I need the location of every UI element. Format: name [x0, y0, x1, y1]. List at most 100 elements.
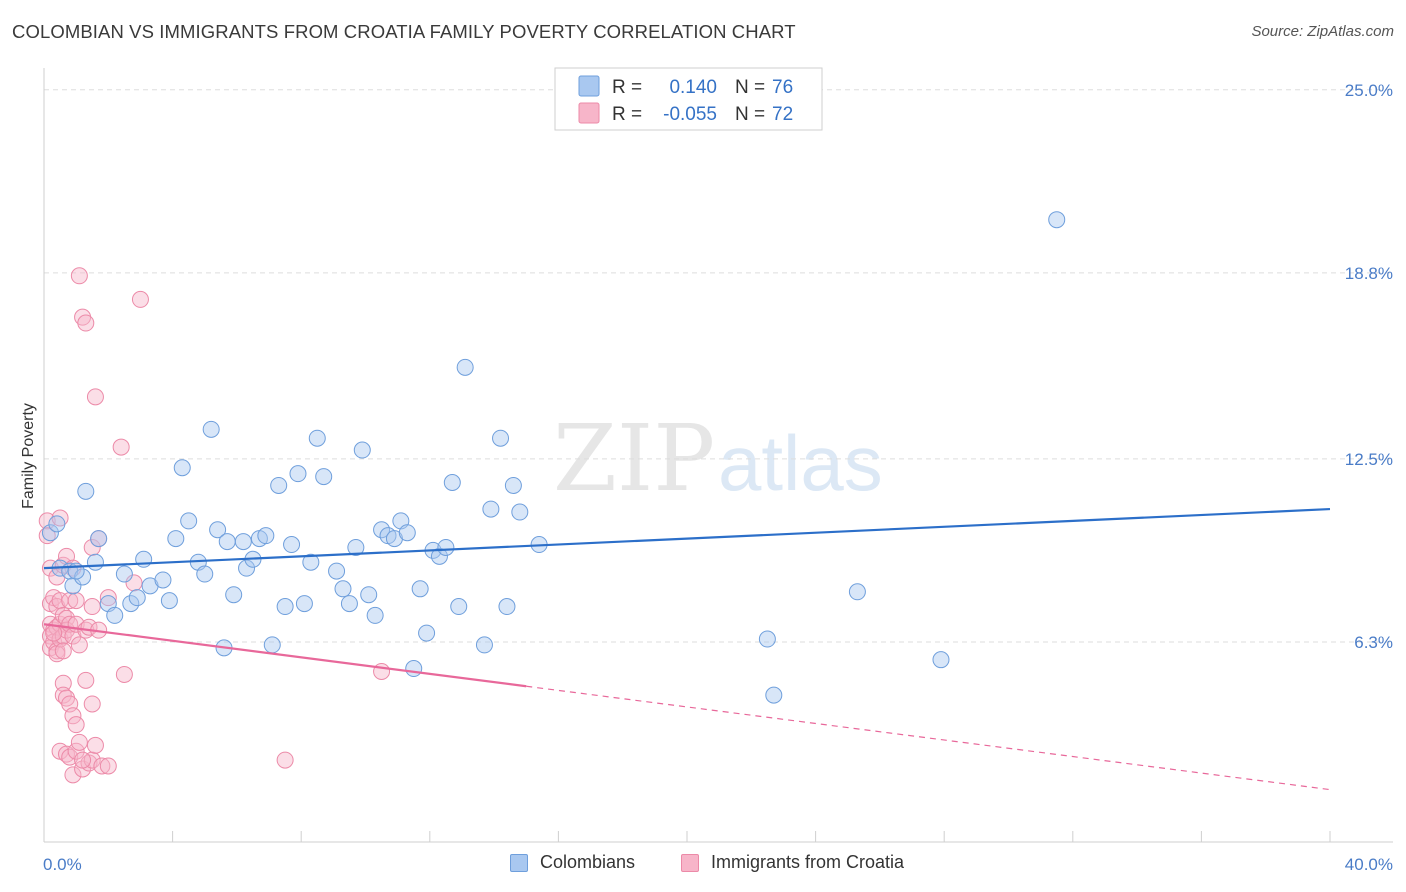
colombians-point: [360, 586, 378, 604]
croatia-point: [93, 757, 111, 775]
colombians-point: [74, 568, 92, 586]
croatia-point: [276, 751, 294, 769]
colombians-point: [48, 515, 66, 533]
colombians-point: [765, 686, 783, 704]
colombians-point: [315, 468, 333, 486]
colombians-point: [398, 524, 416, 542]
y-tick-label: 6.3%: [1354, 633, 1393, 652]
colombians-point: [90, 530, 108, 548]
colombians-point: [276, 598, 294, 616]
colombians-point: [196, 565, 214, 583]
colombians-point: [475, 636, 493, 654]
colombians-point: [340, 595, 358, 613]
croatia-point: [131, 290, 149, 308]
colombians-point: [353, 441, 371, 459]
colombians-point: [492, 429, 510, 447]
croatia-point: [99, 589, 117, 607]
croatia-point: [64, 766, 82, 784]
y-tick-label: 12.5%: [1345, 450, 1393, 469]
colombians-point: [167, 530, 185, 548]
x-tick-label-min: 0.0%: [43, 855, 82, 874]
source-label: Source: ZipAtlas.com: [1251, 23, 1394, 40]
y-tick-label: 18.8%: [1345, 264, 1393, 283]
bottom-legend-colombians: Colombians: [510, 852, 635, 873]
croatia-point: [112, 438, 130, 456]
colombians-point: [443, 474, 461, 492]
croatia-point: [58, 745, 76, 763]
colombians-point: [263, 636, 281, 654]
legend-n-value-2: 72: [772, 104, 793, 125]
legend-n-value-1: 76: [772, 77, 793, 98]
croatia-point: [74, 760, 92, 778]
legend-r-value-2: -0.055: [663, 104, 717, 125]
colombians-point: [160, 592, 178, 610]
legend-r-value-1: 0.140: [669, 77, 717, 98]
colombians-point: [295, 595, 313, 613]
colombians-point: [932, 651, 950, 669]
bottom-legend-swatch-colombians: [510, 853, 528, 872]
croatia-point: [86, 736, 104, 754]
croatia-point: [38, 527, 56, 545]
croatia-point: [61, 748, 79, 766]
axes: [43, 68, 1393, 843]
bottom-legend-label-croatia: Immigrants from Croatia: [711, 852, 905, 872]
croatia-point: [125, 574, 143, 592]
croatia-trend-line-extrapolated: [526, 685, 1331, 791]
colombians-point: [411, 580, 429, 598]
croatia-point: [54, 686, 72, 704]
colombians-point: [234, 533, 252, 551]
colombians-point: [334, 580, 352, 598]
colombians-point: [308, 429, 326, 447]
colombians-point: [437, 538, 455, 556]
colombians-point: [202, 420, 220, 438]
colombians-point: [456, 358, 474, 376]
bottom-legend-label-colombians: Colombians: [540, 852, 636, 872]
legend-r-label-2: R =: [612, 104, 642, 125]
bottom-legend-croatia: Immigrants from Croatia: [681, 852, 904, 873]
croatia-point: [70, 267, 88, 285]
colombians-point: [225, 586, 243, 604]
croatia-point: [54, 606, 72, 624]
colombians-point: [511, 503, 529, 521]
colombians-point: [77, 482, 95, 500]
colombians-point: [180, 512, 198, 530]
legend-r-label-1: R =: [612, 77, 642, 98]
colombians-point: [270, 476, 288, 494]
colombians-point: [848, 583, 866, 601]
croatia-point: [83, 695, 101, 713]
legend-n-label-2: N =: [735, 104, 765, 125]
chart-title: COLOMBIAN VS IMMIGRANTS FROM CROATIA FAM…: [12, 21, 796, 42]
croatia-point: [77, 671, 95, 689]
series-colombians-points: [41, 211, 1066, 704]
croatia-point: [67, 742, 85, 760]
colombians-point: [302, 553, 320, 571]
colombians-point: [1048, 211, 1066, 229]
croatia-point: [99, 757, 117, 775]
colombians-point: [122, 595, 140, 613]
colombians-point: [86, 553, 104, 571]
colombians-point: [430, 547, 448, 565]
croatia-point: [83, 538, 101, 556]
colombians-point: [328, 562, 346, 580]
croatia-point: [115, 665, 133, 683]
croatia-point: [54, 674, 72, 692]
colombians-point: [450, 598, 468, 616]
y-tick-labels: 6.3% 12.5% 18.8% 25.0%: [1345, 81, 1393, 652]
colombians-point: [758, 630, 776, 648]
colombians-point: [373, 521, 391, 539]
watermark-zip: ZIP: [553, 405, 715, 512]
colombians-point: [128, 589, 146, 607]
colombians-point: [64, 577, 82, 595]
croatia-point: [64, 707, 82, 725]
croatia-point: [70, 636, 88, 654]
colombians-point: [498, 598, 516, 616]
croatia-point: [67, 716, 85, 734]
colombians-point: [405, 660, 423, 678]
legend-swatch-croatia: [578, 102, 600, 124]
y-axis-label: Family Poverty: [20, 403, 37, 509]
croatia-point: [86, 388, 104, 406]
colombians-point: [238, 559, 256, 577]
colombians-point: [257, 527, 275, 545]
croatia-point: [83, 751, 101, 769]
